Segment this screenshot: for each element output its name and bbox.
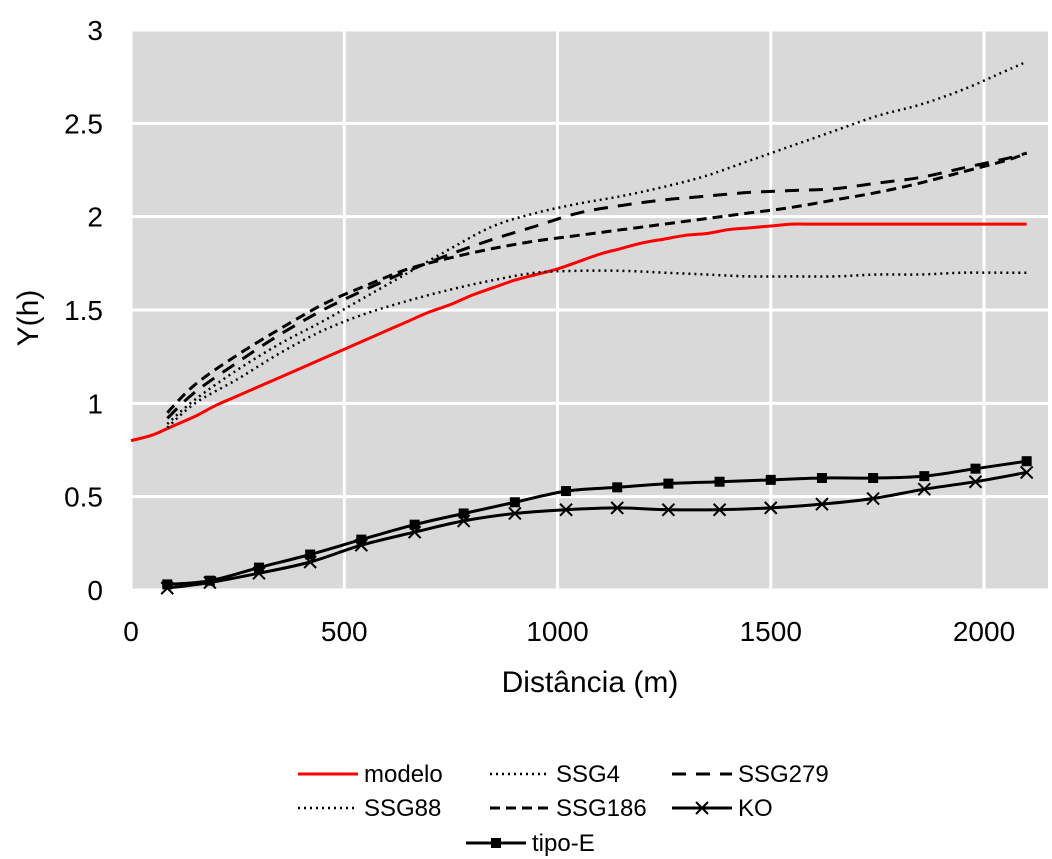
x-tick-label: 1000 — [526, 616, 588, 647]
legend-marker — [491, 838, 501, 848]
data-point-tipo-e — [816, 473, 827, 483]
y-tick-label: 1 — [87, 388, 103, 419]
series-ssg4 — [166, 60, 1028, 425]
series-line-ssg4 — [166, 60, 1028, 425]
legend-item-ssg88: SSG88 — [298, 795, 441, 822]
series-line-modelo — [130, 222, 1027, 443]
data-point-ko — [712, 503, 727, 517]
x-tick-label: 1500 — [740, 616, 802, 647]
legend-label: SSG88 — [364, 795, 441, 822]
y-tick-label: 1.5 — [64, 295, 103, 326]
data-point-ko — [559, 503, 573, 517]
series-ssg279 — [166, 151, 1028, 420]
series-ssg186 — [166, 151, 1028, 414]
data-point-tipo-e — [458, 508, 469, 519]
data-point-ko — [764, 501, 778, 515]
data-point-ko — [610, 501, 624, 515]
data-point-tipo-e — [868, 473, 879, 483]
series-line-ssg186 — [166, 151, 1028, 414]
data-point-tipo-e — [970, 463, 981, 474]
y-axis-label: Y(h) — [12, 290, 45, 347]
legend: modelo SSG4 SSG279 SSG88 SSG186 KO tipo-E — [298, 761, 829, 857]
data-point-ko — [968, 475, 983, 489]
y-tick-label: 2.5 — [64, 108, 103, 139]
legend-label: modelo — [364, 761, 443, 788]
data-point-tipo-e — [204, 575, 215, 586]
series-line-ko — [167, 470, 1027, 590]
series-line-ssg279 — [166, 151, 1028, 420]
x-tick-label: 0 — [123, 616, 139, 647]
data-point-tipo-e — [919, 471, 930, 482]
series-ssg88 — [166, 269, 1027, 429]
series-modelo — [130, 222, 1027, 443]
y-tick-label: 2 — [87, 202, 103, 233]
data-point-ko — [661, 503, 676, 517]
y-tick-label: 0.5 — [64, 482, 103, 513]
legend-item-ssg279: SSG279 — [672, 761, 829, 788]
data-point-tipo-e — [1021, 456, 1032, 467]
data-point-tipo-e — [561, 486, 572, 497]
data-point-ko — [508, 506, 522, 521]
data-point-ko — [1019, 465, 1034, 480]
data-point-tipo-e — [663, 478, 674, 489]
legend-label: SSG186 — [556, 795, 647, 822]
data-point-tipo-e — [612, 482, 623, 493]
series-tipo-e — [162, 456, 1032, 590]
legend-label: SSG279 — [738, 761, 829, 788]
x-axis-label: Distância (m) — [502, 666, 679, 699]
data-point-tipo-e — [765, 474, 776, 485]
tick-labels: 0 0.5 1 1.5 2 2.5 3 0 500 1000 1500 2000 — [64, 15, 1015, 647]
data-point-tipo-e — [409, 519, 420, 530]
legend-item-tipo-e: tipo-E — [466, 830, 595, 857]
y-tick-label: 0 — [87, 575, 103, 606]
y-tick-label: 3 — [87, 15, 103, 46]
data-point-tipo-e — [162, 579, 173, 590]
series-layer — [130, 60, 1034, 595]
data-point-tipo-e — [305, 549, 316, 560]
legend-label: tipo-E — [532, 830, 595, 857]
legend-item-modelo: modelo — [298, 761, 443, 788]
data-point-tipo-e — [509, 497, 520, 508]
legend-item-ssg4: SSG4 — [490, 761, 620, 788]
legend-label: SSG4 — [556, 761, 620, 788]
x-tick-label: 2000 — [953, 616, 1015, 647]
grid-lines — [129, 28, 1048, 592]
data-point-tipo-e — [714, 476, 725, 487]
legend-item-ko: KO — [672, 795, 773, 822]
series-line-ssg88 — [166, 269, 1027, 429]
legend-item-ssg186: SSG186 — [490, 795, 647, 822]
data-point-tipo-e — [356, 534, 367, 545]
data-point-ko — [917, 482, 932, 496]
x-tick-label: 500 — [321, 616, 368, 647]
legend-label: KO — [738, 795, 773, 822]
data-point-tipo-e — [253, 562, 264, 573]
data-point-ko — [815, 497, 829, 511]
legend-marker — [695, 801, 709, 815]
data-point-ko — [866, 491, 880, 506]
